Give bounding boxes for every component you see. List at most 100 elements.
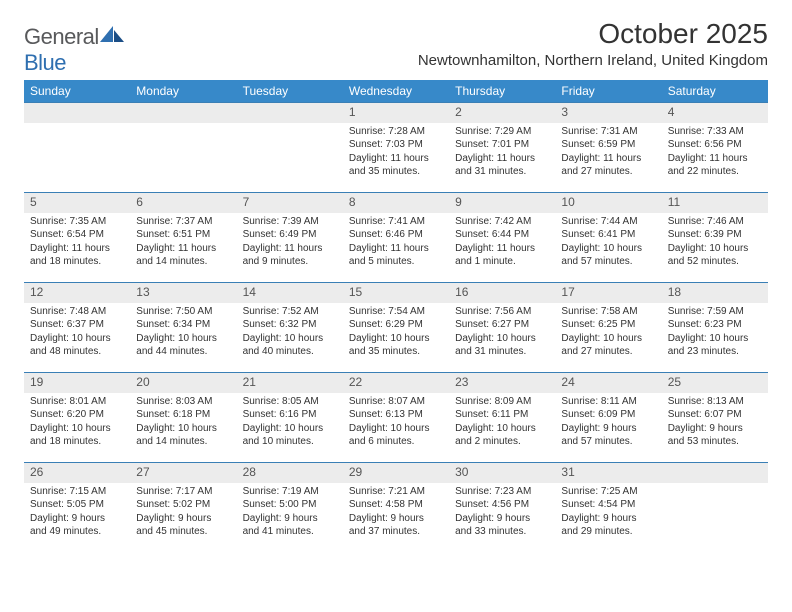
day-number: 30: [449, 463, 555, 483]
sunrise-text: Sunrise: 8:11 AM: [561, 395, 655, 409]
sunrise-text: Sunrise: 7:35 AM: [30, 215, 124, 229]
calendar-day: 15Sunrise: 7:54 AMSunset: 6:29 PMDayligh…: [343, 283, 449, 373]
daylight-text: Daylight: 9 hours and 53 minutes.: [668, 422, 762, 449]
sunrise-text: Sunrise: 8:13 AM: [668, 395, 762, 409]
calendar-day: 17Sunrise: 7:58 AMSunset: 6:25 PMDayligh…: [555, 283, 661, 373]
sunset-text: Sunset: 6:49 PM: [243, 228, 337, 242]
calendar-day: [237, 103, 343, 193]
col-saturday: Saturday: [662, 80, 768, 103]
sunset-text: Sunset: 6:37 PM: [30, 318, 124, 332]
day-number: 16: [449, 283, 555, 303]
calendar-day: 11Sunrise: 7:46 AMSunset: 6:39 PMDayligh…: [662, 193, 768, 283]
day-body: Sunrise: 7:41 AMSunset: 6:46 PMDaylight:…: [343, 213, 449, 273]
day-number: 26: [24, 463, 130, 483]
sunrise-text: Sunrise: 7:29 AM: [455, 125, 549, 139]
day-number: 1: [343, 103, 449, 123]
day-number: 24: [555, 373, 661, 393]
brand-logo: General Blue: [24, 24, 126, 76]
day-number: 18: [662, 283, 768, 303]
day-body: [130, 123, 236, 129]
sunset-text: Sunset: 6:18 PM: [136, 408, 230, 422]
sail-icon: [100, 26, 126, 44]
day-number: 11: [662, 193, 768, 213]
calendar-day: 7Sunrise: 7:39 AMSunset: 6:49 PMDaylight…: [237, 193, 343, 283]
sunset-text: Sunset: 6:20 PM: [30, 408, 124, 422]
calendar-body: 1Sunrise: 7:28 AMSunset: 7:03 PMDaylight…: [24, 103, 768, 553]
sunrise-text: Sunrise: 7:39 AM: [243, 215, 337, 229]
sunrise-text: Sunrise: 7:33 AM: [668, 125, 762, 139]
day-number: 29: [343, 463, 449, 483]
calendar-day: 20Sunrise: 8:03 AMSunset: 6:18 PMDayligh…: [130, 373, 236, 463]
sunset-text: Sunset: 6:13 PM: [349, 408, 443, 422]
location-text: Newtownhamilton, Northern Ireland, Unite…: [418, 52, 768, 69]
day-body: Sunrise: 8:09 AMSunset: 6:11 PMDaylight:…: [449, 393, 555, 453]
day-body: Sunrise: 8:05 AMSunset: 6:16 PMDaylight:…: [237, 393, 343, 453]
sunrise-text: Sunrise: 8:09 AM: [455, 395, 549, 409]
sunset-text: Sunset: 6:32 PM: [243, 318, 337, 332]
day-number: 19: [24, 373, 130, 393]
day-body: Sunrise: 7:44 AMSunset: 6:41 PMDaylight:…: [555, 213, 661, 273]
daylight-text: Daylight: 10 hours and 52 minutes.: [668, 242, 762, 269]
daylight-text: Daylight: 9 hours and 45 minutes.: [136, 512, 230, 539]
sunrise-text: Sunrise: 7:42 AM: [455, 215, 549, 229]
day-number: 10: [555, 193, 661, 213]
calendar-day: 28Sunrise: 7:19 AMSunset: 5:00 PMDayligh…: [237, 463, 343, 553]
sunrise-text: Sunrise: 7:25 AM: [561, 485, 655, 499]
day-body: Sunrise: 7:52 AMSunset: 6:32 PMDaylight:…: [237, 303, 343, 363]
day-body: Sunrise: 7:31 AMSunset: 6:59 PMDaylight:…: [555, 123, 661, 183]
sunrise-text: Sunrise: 7:31 AM: [561, 125, 655, 139]
day-body: Sunrise: 7:17 AMSunset: 5:02 PMDaylight:…: [130, 483, 236, 543]
calendar-day: 8Sunrise: 7:41 AMSunset: 6:46 PMDaylight…: [343, 193, 449, 283]
calendar-day: 31Sunrise: 7:25 AMSunset: 4:54 PMDayligh…: [555, 463, 661, 553]
sunset-text: Sunset: 4:54 PM: [561, 498, 655, 512]
day-body: Sunrise: 7:33 AMSunset: 6:56 PMDaylight:…: [662, 123, 768, 183]
day-body: Sunrise: 7:35 AMSunset: 6:54 PMDaylight:…: [24, 213, 130, 273]
day-number: [130, 103, 236, 123]
sunset-text: Sunset: 6:07 PM: [668, 408, 762, 422]
calendar-page: General Blue October 2025 Newtownhamilto…: [0, 0, 792, 563]
daylight-text: Daylight: 11 hours and 35 minutes.: [349, 152, 443, 179]
day-number: 2: [449, 103, 555, 123]
calendar-day: 22Sunrise: 8:07 AMSunset: 6:13 PMDayligh…: [343, 373, 449, 463]
day-number: 8: [343, 193, 449, 213]
day-number: 28: [237, 463, 343, 483]
sunrise-text: Sunrise: 7:56 AM: [455, 305, 549, 319]
daylight-text: Daylight: 10 hours and 57 minutes.: [561, 242, 655, 269]
calendar-day: 19Sunrise: 8:01 AMSunset: 6:20 PMDayligh…: [24, 373, 130, 463]
col-monday: Monday: [130, 80, 236, 103]
col-tuesday: Tuesday: [237, 80, 343, 103]
daylight-text: Daylight: 10 hours and 10 minutes.: [243, 422, 337, 449]
sunrise-text: Sunrise: 7:21 AM: [349, 485, 443, 499]
day-body: Sunrise: 8:13 AMSunset: 6:07 PMDaylight:…: [662, 393, 768, 453]
day-number: [237, 103, 343, 123]
sunset-text: Sunset: 6:23 PM: [668, 318, 762, 332]
sunrise-text: Sunrise: 7:15 AM: [30, 485, 124, 499]
day-body: Sunrise: 7:39 AMSunset: 6:49 PMDaylight:…: [237, 213, 343, 273]
calendar-day: 12Sunrise: 7:48 AMSunset: 6:37 PMDayligh…: [24, 283, 130, 373]
sunrise-text: Sunrise: 7:41 AM: [349, 215, 443, 229]
col-thursday: Thursday: [449, 80, 555, 103]
col-friday: Friday: [555, 80, 661, 103]
calendar-day: 27Sunrise: 7:17 AMSunset: 5:02 PMDayligh…: [130, 463, 236, 553]
calendar-day: 2Sunrise: 7:29 AMSunset: 7:01 PMDaylight…: [449, 103, 555, 193]
day-number: 9: [449, 193, 555, 213]
sunrise-text: Sunrise: 7:17 AM: [136, 485, 230, 499]
daylight-text: Daylight: 9 hours and 37 minutes.: [349, 512, 443, 539]
calendar-day: [130, 103, 236, 193]
daylight-text: Daylight: 11 hours and 22 minutes.: [668, 152, 762, 179]
daylight-text: Daylight: 9 hours and 29 minutes.: [561, 512, 655, 539]
calendar-week: 1Sunrise: 7:28 AMSunset: 7:03 PMDaylight…: [24, 103, 768, 193]
sunset-text: Sunset: 6:11 PM: [455, 408, 549, 422]
sunset-text: Sunset: 5:00 PM: [243, 498, 337, 512]
sunset-text: Sunset: 6:59 PM: [561, 138, 655, 152]
sunrise-text: Sunrise: 8:03 AM: [136, 395, 230, 409]
day-body: Sunrise: 7:19 AMSunset: 5:00 PMDaylight:…: [237, 483, 343, 543]
daylight-text: Daylight: 11 hours and 5 minutes.: [349, 242, 443, 269]
calendar-day: 23Sunrise: 8:09 AMSunset: 6:11 PMDayligh…: [449, 373, 555, 463]
sunset-text: Sunset: 6:41 PM: [561, 228, 655, 242]
day-body: Sunrise: 7:50 AMSunset: 6:34 PMDaylight:…: [130, 303, 236, 363]
sunrise-text: Sunrise: 7:48 AM: [30, 305, 124, 319]
sunset-text: Sunset: 6:44 PM: [455, 228, 549, 242]
calendar-day: 29Sunrise: 7:21 AMSunset: 4:58 PMDayligh…: [343, 463, 449, 553]
brand-text: General Blue: [24, 24, 126, 76]
